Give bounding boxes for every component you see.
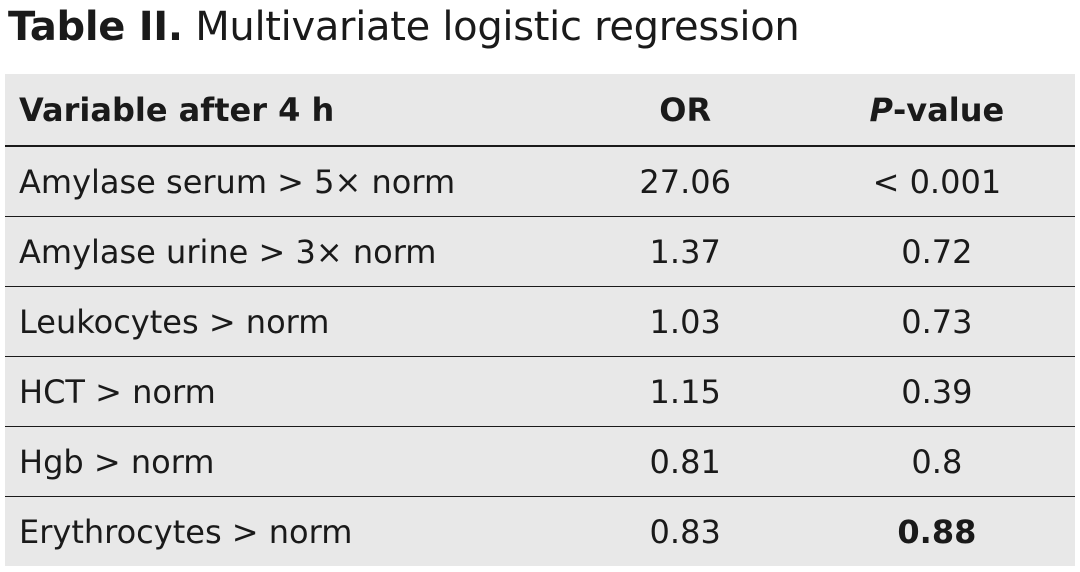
cell-or: 27.06 [571, 146, 799, 217]
table-row: Erythrocytes > norm 0.83 0.88 [5, 497, 1075, 567]
cell-variable: Erythrocytes > norm [19, 512, 353, 551]
table-row: Amylase urine > 3× norm 1.37 0.72 [5, 216, 1075, 287]
header-p-letter: P [869, 90, 893, 129]
cell-variable: Amylase serum > 5× norm [5, 146, 572, 217]
table-row: Leukocytes > norm 1.03 0.73 [5, 286, 1075, 357]
cell-p-value: < 0.001 [798, 146, 1075, 217]
cell-p-value: 0.8 [798, 426, 1075, 497]
caption-label: Table II. [8, 4, 183, 50]
table-row: HCT > norm 1.15 0.39 [5, 356, 1075, 427]
cell-or: 0.81 [571, 426, 799, 497]
cell-variable: HCT > norm [5, 356, 572, 427]
cell-or: 1.15 [571, 356, 799, 427]
header-or: OR [571, 74, 799, 147]
cell-p-value: 0.72 [798, 216, 1075, 287]
caption-title: Multivariate logistic regression [195, 4, 800, 50]
cell-or: 1.03 [571, 286, 799, 357]
table-row: Amylase serum > 5× norm 27.06 < 0.001 [5, 146, 1075, 217]
header-p-value: P-value [798, 74, 1075, 147]
header-p-suffix: -value [893, 90, 1005, 129]
cell-variable: Leukocytes > norm [5, 286, 572, 357]
table-row: Hgb > norm 0.81 0.8 [5, 426, 1075, 497]
cell-or: 1.37 [571, 216, 799, 287]
cell-p-value: 0.39 [798, 356, 1075, 427]
cell-p-value: 0.88 [897, 512, 977, 551]
header-variable: Variable after 4 h [5, 74, 572, 147]
table-header-row: Variable after 4 h OR P-value [5, 74, 1075, 147]
regression-table: Variable after 4 h OR P-value Amylase se… [5, 74, 1075, 566]
table-caption: Table II. Multivariate logistic regressi… [8, 0, 800, 60]
cell-or: 0.83 [649, 512, 721, 551]
cell-p-value: 0.73 [798, 286, 1075, 357]
cell-variable: Hgb > norm [5, 426, 572, 497]
cell-variable: Amylase urine > 3× norm [5, 216, 572, 287]
